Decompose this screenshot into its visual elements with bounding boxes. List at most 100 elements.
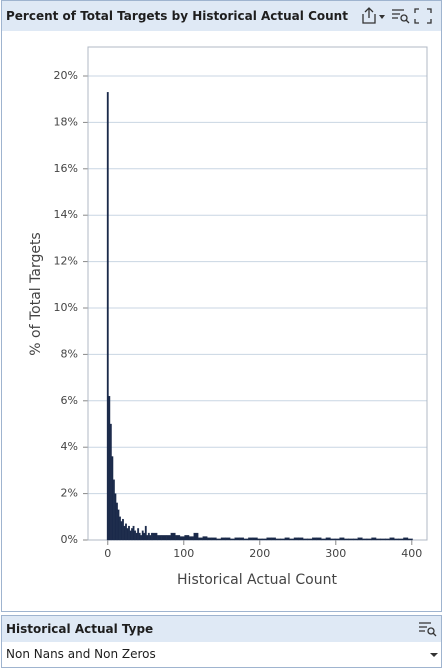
bar: [184, 535, 190, 541]
x-tick-label: 400: [401, 547, 422, 560]
bar: [202, 536, 208, 541]
y-tick-label: 18%: [54, 115, 78, 128]
x-tick-label: 300: [325, 547, 346, 560]
bar: [302, 538, 308, 541]
bar: [334, 538, 340, 541]
x-tick-label: 100: [173, 547, 194, 560]
bar: [193, 532, 199, 541]
bar: [131, 528, 133, 541]
bar: [229, 538, 235, 541]
bar: [207, 537, 213, 541]
bar: [239, 537, 244, 541]
y-tick-label: 8%: [61, 347, 78, 360]
bar: [120, 521, 123, 541]
bar: [307, 538, 313, 541]
bar: [366, 538, 372, 541]
bar: [312, 537, 317, 541]
panel-title: Percent of Total Targets by Historical A…: [6, 9, 348, 23]
bar: [175, 535, 181, 541]
y-tick-label: 12%: [54, 255, 78, 268]
y-tick-label: 4%: [61, 440, 78, 453]
bar: [161, 535, 167, 541]
bar: [280, 538, 286, 541]
bar: [357, 537, 363, 541]
expand-button[interactable]: [414, 8, 432, 24]
dropdown-arrow[interactable]: [379, 15, 385, 19]
bar: [111, 456, 114, 541]
filter-icon[interactable]: [417, 619, 437, 639]
bar: [348, 538, 354, 541]
bar: [353, 538, 358, 541]
filter-title: Historical Actual Type: [6, 622, 154, 636]
y-tick-label: 16%: [54, 162, 78, 175]
bar: [275, 538, 281, 541]
bar: [407, 538, 413, 541]
y-axis-label: % of Total Targets: [28, 232, 44, 355]
dropdown-arrow: [430, 653, 438, 657]
bar: [114, 493, 117, 541]
filter-header: Historical Actual Type: [2, 616, 441, 642]
bar: [128, 525, 130, 541]
bar: [170, 532, 176, 541]
bar: [380, 538, 386, 541]
share-button[interactable]: [362, 7, 376, 24]
y-tick-label: 20%: [54, 69, 78, 82]
bar: [266, 537, 272, 541]
bar: [248, 537, 254, 541]
bar: [225, 537, 231, 541]
bar: [321, 538, 327, 541]
bar: [257, 538, 263, 541]
bar: [385, 538, 390, 541]
y-tick-label: 14%: [54, 208, 78, 221]
bar: [106, 92, 109, 541]
filter-dropdown[interactable]: Non Nans and Non Zeros: [2, 642, 441, 666]
bar: [234, 537, 240, 541]
bar: [146, 535, 149, 541]
bar: [157, 535, 162, 541]
bar: [166, 535, 171, 541]
y-tick-label: 2%: [61, 487, 78, 500]
bar: [271, 537, 276, 541]
bar: [137, 528, 140, 541]
bar: [125, 523, 127, 541]
bar: [316, 537, 322, 541]
bar: [211, 537, 217, 541]
filter-button[interactable]: [392, 9, 410, 24]
y-tick-label: 0%: [61, 533, 78, 546]
bar: [122, 518, 124, 541]
bar: [362, 538, 368, 541]
bar: [243, 538, 249, 541]
chart: % of Total Targets Historical Actual Cou…: [28, 46, 428, 588]
plot-border: [87, 46, 428, 541]
bar: [126, 528, 129, 541]
bar: [252, 537, 258, 541]
bar: [188, 536, 194, 541]
bar: [293, 537, 299, 541]
bar: [339, 537, 345, 541]
bar: [375, 538, 381, 541]
bar: [152, 532, 158, 541]
bar: [325, 537, 331, 541]
bar: [389, 537, 395, 541]
bar: [394, 538, 400, 541]
bar: [144, 525, 147, 541]
x-tick-label: 0: [104, 547, 111, 560]
y-tick-label: 6%: [61, 394, 78, 407]
toolbar: [362, 7, 432, 24]
filter-panel: Historical Actual Type Non Nans and Non …: [1, 615, 442, 668]
bar: [132, 525, 135, 541]
bar: [261, 538, 267, 541]
bar: [371, 537, 377, 541]
y-tick-label: 10%: [54, 301, 78, 314]
bar: [149, 535, 152, 541]
bar: [198, 537, 203, 541]
bar: [179, 536, 185, 541]
bar: [119, 516, 121, 541]
bar: [134, 530, 137, 541]
bar: [141, 530, 144, 541]
bar: [138, 532, 141, 541]
bar: [115, 502, 118, 541]
bar: [344, 538, 349, 541]
x-tick-label: 200: [249, 547, 270, 560]
